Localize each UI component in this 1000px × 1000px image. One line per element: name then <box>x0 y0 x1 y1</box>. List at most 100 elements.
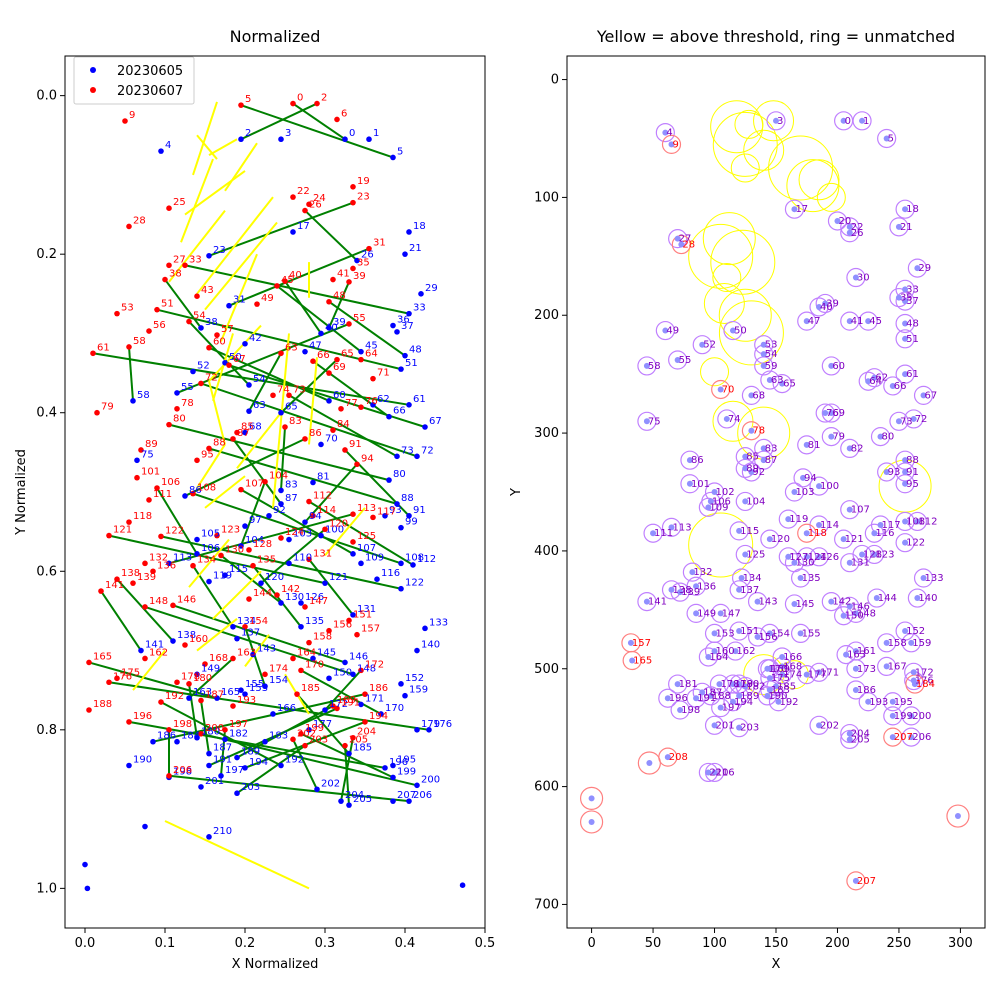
point-label-20230607: 26 <box>309 200 322 211</box>
point-label: 172 <box>915 667 934 678</box>
point-marker <box>908 639 915 646</box>
point-ring <box>840 438 860 458</box>
point-label-20230607: 23 <box>357 192 370 203</box>
point-20230607 <box>270 392 276 399</box>
point-label: 180 <box>740 679 759 690</box>
point-label-20230605: 5 <box>397 146 403 157</box>
point-label: 194 <box>734 697 753 708</box>
point-20230607 <box>350 539 356 545</box>
point-ring <box>846 267 866 288</box>
point-label-20230605: 0 <box>349 128 355 139</box>
point-label: 64 <box>869 376 882 387</box>
point-label-20230607: 165 <box>93 651 112 662</box>
point-marker <box>954 813 961 820</box>
point-ring <box>637 591 657 612</box>
point-20230607 <box>230 436 236 442</box>
point-label-20230607: 86 <box>309 428 322 439</box>
point-20230605 <box>390 774 396 781</box>
legend-label-20230605: 20230605 <box>117 64 183 79</box>
point-ring <box>946 804 970 828</box>
left-x-tick-label: 0.0 <box>75 936 96 951</box>
point-label-20230607: 113 <box>357 503 376 514</box>
point-20230607 <box>370 375 376 382</box>
point-label-20230607: 144 <box>253 588 272 599</box>
threshold-line <box>208 138 238 156</box>
threshold-ring <box>688 512 754 578</box>
point-label-20230605: 180 <box>201 727 220 738</box>
point-marker <box>707 498 714 505</box>
point-label-20230607: 60 <box>213 337 226 348</box>
point-marker <box>760 351 767 358</box>
point-ring <box>907 588 927 608</box>
point-label-20230607: 124 <box>285 527 304 538</box>
point-20230605 <box>290 229 296 235</box>
point-label-20230605: 140 <box>421 640 440 651</box>
threshold-ring <box>768 135 834 201</box>
point-ring <box>747 627 768 647</box>
point-marker <box>889 712 896 719</box>
point-20230605 <box>318 532 324 539</box>
point-label: 133 <box>925 573 944 584</box>
point-label: 127 <box>789 552 808 563</box>
point-label: 186 <box>857 685 876 696</box>
point-label-20230605: 100 <box>325 525 344 536</box>
point-ring <box>637 411 657 431</box>
point-label: 137 <box>740 585 759 596</box>
threshold-ring <box>798 159 840 201</box>
point-20230605 <box>130 398 136 404</box>
point-marker <box>754 598 761 605</box>
point-label: 41 <box>851 316 864 327</box>
point-20230607 <box>346 279 352 285</box>
point-20230607 <box>222 727 228 733</box>
point-marker <box>871 551 878 558</box>
point-label-20230607: 191 <box>341 697 360 708</box>
match-line <box>128 346 134 401</box>
point-ring <box>840 729 860 750</box>
point-ring <box>797 665 817 685</box>
point-marker <box>693 695 700 702</box>
point-marker <box>668 141 675 148</box>
point-20230607 <box>226 362 232 368</box>
point-label-20230607: 196 <box>133 711 152 722</box>
point-20230605 <box>406 229 412 235</box>
match-line <box>184 437 306 497</box>
point-ring <box>735 491 755 512</box>
point-label-20230605: 29 <box>425 283 438 294</box>
point-20230605 <box>350 551 356 557</box>
point-marker <box>717 704 724 711</box>
point-marker <box>686 480 693 487</box>
point-label: 68 <box>752 390 765 401</box>
point-label-20230607: 80 <box>173 414 186 425</box>
point-marker <box>852 610 859 617</box>
point-label: 29 <box>918 263 931 274</box>
point-label-20230607: 76 <box>365 396 378 407</box>
point-label-20230605: 73 <box>401 445 414 456</box>
threshold-ring <box>718 300 784 366</box>
point-label-20230607: 67 <box>233 354 246 365</box>
point-20230607 <box>354 461 360 468</box>
point-20230605 <box>206 750 212 757</box>
point-marker <box>742 498 749 505</box>
match-line <box>200 382 418 458</box>
left-y-tick-label: 1.0 <box>36 881 57 896</box>
point-label-20230607: 104 <box>269 471 288 482</box>
point-20230605 <box>306 727 312 733</box>
threshold-line <box>196 196 274 295</box>
point-20230607 <box>166 421 172 428</box>
point-marker <box>889 382 896 389</box>
point-label-20230605: 86 <box>189 485 202 496</box>
point-label-20230605: 171 <box>365 693 384 704</box>
match-line <box>304 463 358 523</box>
point-20230607 <box>166 262 172 269</box>
point-label: 22 <box>851 222 864 233</box>
match-line <box>208 201 354 257</box>
point-ring <box>698 497 718 517</box>
point-20230605 <box>398 681 404 687</box>
point-20230605 <box>166 560 172 567</box>
point-ring <box>840 723 860 744</box>
point-label: 107 <box>851 505 870 516</box>
point-20230607 <box>190 490 196 497</box>
point-20230605 <box>414 727 420 733</box>
threshold-line <box>192 101 218 176</box>
point-label-20230605: 104 <box>245 535 264 546</box>
